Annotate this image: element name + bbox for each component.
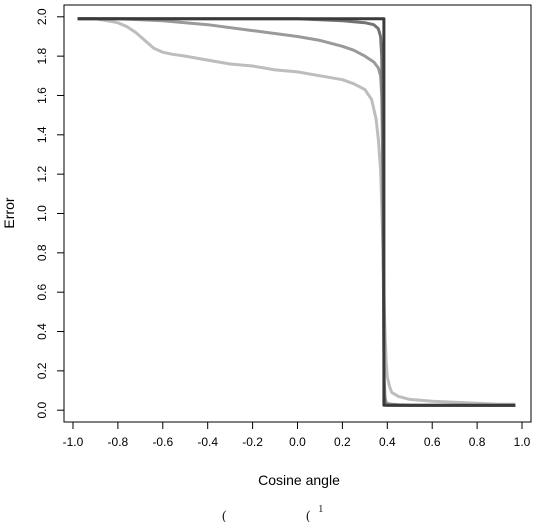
caption-fragment-3: 1 xyxy=(318,503,324,515)
y-axis-title: Error xyxy=(1,197,17,228)
x-tick-label: -0.6 xyxy=(152,435,173,449)
y-tick-label: 1.2 xyxy=(35,165,49,182)
x-tick-label: 0.8 xyxy=(469,435,486,449)
x-tick-label: -0.8 xyxy=(108,435,129,449)
x-tick-label: 0.2 xyxy=(334,435,351,449)
series-line-1 xyxy=(77,17,516,406)
y-tick-label: 1.6 xyxy=(35,87,49,104)
x-tick-label: -0.4 xyxy=(197,435,218,449)
caption-fragment-2: ( xyxy=(306,509,311,522)
y-tick-label: 1.8 xyxy=(35,47,49,64)
y-tick-label: 0.8 xyxy=(35,244,49,261)
x-axis-title: Cosine angle xyxy=(258,472,340,488)
series-line-3 xyxy=(77,17,516,407)
y-tick-label: 1.4 xyxy=(35,126,49,143)
y-tick-label: 0.0 xyxy=(35,402,49,419)
series-line-2 xyxy=(77,17,516,407)
y-tick-label: 0.4 xyxy=(35,323,49,340)
y-axis: 0.0 0.2 0.4 0.6 0.8 1.0 1.2 1.4 1.6 1.8 2.0 xyxy=(35,8,64,419)
y-tick-label: 0.2 xyxy=(35,362,49,379)
series-line-4 xyxy=(77,17,516,407)
plot-frame xyxy=(63,4,532,423)
caption-fragment-1: ( xyxy=(222,509,227,522)
x-tick-label: -1.0 xyxy=(63,435,84,449)
x-tick-label: 0.4 xyxy=(379,435,396,449)
y-tick-label: 0.6 xyxy=(35,284,49,301)
x-tick-label: 0.6 xyxy=(424,435,441,449)
x-axis: -1.0 -0.8 -0.6 -0.4 -0.2 0.0 0.2 0.4 0.6 0.8 1.0 xyxy=(63,422,531,449)
series-layer xyxy=(77,17,516,407)
y-tick-label: 2.0 xyxy=(35,8,49,25)
x-tick-label: 1.0 xyxy=(514,435,531,449)
x-tick-label: 0.0 xyxy=(289,435,306,449)
x-tick-label: -0.2 xyxy=(242,435,263,449)
y-tick-label: 1.0 xyxy=(35,205,49,222)
